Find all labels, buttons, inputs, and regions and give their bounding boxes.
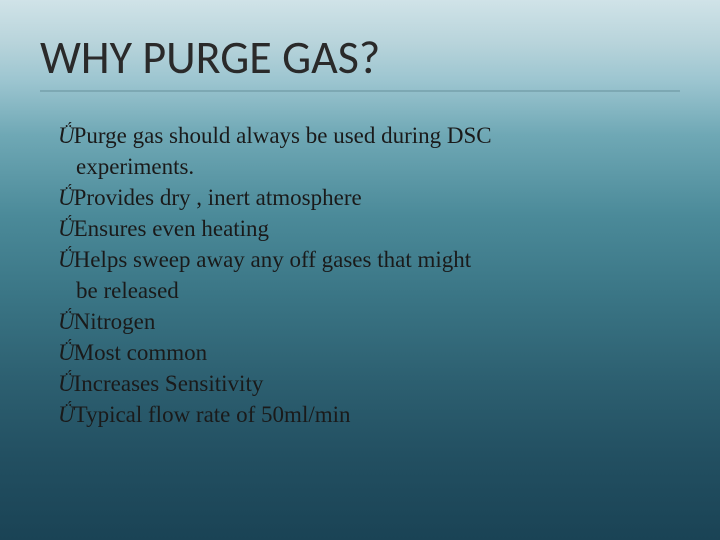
- bullet-icon: Ǘ: [58, 182, 72, 213]
- bullet-text: Nitrogen: [74, 306, 156, 337]
- list-item: Ǘ Typical flow rate of 50ml/min: [58, 399, 680, 430]
- bullet-continuation: experiments.: [58, 151, 680, 182]
- list-item: Ǘ Most common: [58, 337, 680, 368]
- bullet-icon: Ǘ: [58, 399, 72, 430]
- bullet-text: Increases Sensitivity: [74, 368, 264, 399]
- title-underline: [40, 90, 680, 92]
- list-item: Ǘ Helps sweep away any off gases that mi…: [58, 244, 680, 275]
- bullet-text: Helps sweep away any off gases that migh…: [74, 244, 472, 275]
- bullet-icon: Ǘ: [58, 120, 72, 151]
- bullet-icon: Ǘ: [58, 213, 72, 244]
- list-item: Ǘ Increases Sensitivity: [58, 368, 680, 399]
- list-item: Ǘ Provides dry , inert atmosphere: [58, 182, 680, 213]
- bullet-icon: Ǘ: [58, 244, 72, 275]
- bullet-text: Most common: [74, 337, 208, 368]
- bullet-icon: Ǘ: [58, 306, 72, 337]
- list-item: Ǘ Nitrogen: [58, 306, 680, 337]
- slide-content: Ǘ Purge gas should always be used during…: [40, 120, 680, 430]
- bullet-text: Typical flow rate of 50ml/min: [74, 399, 351, 430]
- bullet-text: Ensures even heating: [74, 213, 269, 244]
- list-item: Ǘ Ensures even heating: [58, 213, 680, 244]
- bullet-text: Provides dry , inert atmosphere: [74, 182, 362, 213]
- bullet-text: Purge gas should always be used during D…: [74, 120, 492, 151]
- list-item: Ǘ Purge gas should always be used during…: [58, 120, 680, 151]
- bullet-icon: Ǘ: [58, 368, 72, 399]
- bullet-icon: Ǘ: [58, 337, 72, 368]
- slide-container: WHY PURGE GAS? Ǘ Purge gas should always…: [0, 0, 720, 540]
- slide-title: WHY PURGE GAS?: [40, 30, 680, 86]
- bullet-continuation: be released: [58, 275, 680, 306]
